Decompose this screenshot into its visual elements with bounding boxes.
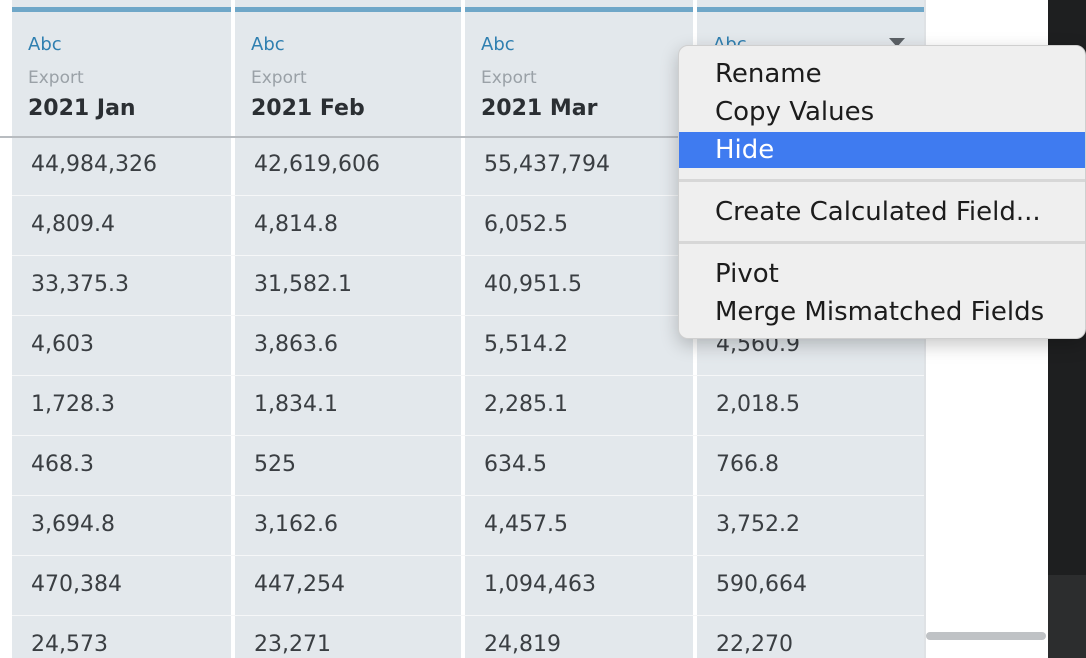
table-cell[interactable]: 3,162.6 <box>254 512 338 537</box>
column-header[interactable]: Abc Export 2021 Mar <box>465 12 693 136</box>
table-cell[interactable]: 4,457.5 <box>484 512 568 537</box>
row-divider <box>12 375 924 376</box>
side-panel-edge-lower <box>1048 575 1086 658</box>
table-cell[interactable]: 55,437,794 <box>484 152 610 177</box>
table-cell[interactable]: 468.3 <box>31 452 94 477</box>
horizontal-scrollbar[interactable] <box>926 632 1046 640</box>
column-top-bar <box>235 7 461 12</box>
row-divider <box>12 195 924 196</box>
table-cell[interactable]: 1,094,463 <box>484 572 596 597</box>
table-cell[interactable]: 33,375.3 <box>31 272 129 297</box>
source-label: Export <box>481 68 537 88</box>
table-cell[interactable]: 44,984,326 <box>31 152 157 177</box>
field-name: 2021 Feb <box>251 96 365 121</box>
table-cell[interactable]: 40,951.5 <box>484 272 582 297</box>
table-cell[interactable]: 470,384 <box>31 572 122 597</box>
table-cell[interactable]: 766.8 <box>716 452 779 477</box>
table-cell[interactable]: 6,052.5 <box>484 212 568 237</box>
menu-item-create-calculated-field[interactable]: Create Calculated Field... <box>715 197 1041 227</box>
table-cell[interactable]: 525 <box>254 452 296 477</box>
table-cell[interactable]: 3,863.6 <box>254 332 338 357</box>
table-cell[interactable]: 4,603 <box>31 332 94 357</box>
table-cell[interactable]: 3,752.2 <box>716 512 800 537</box>
menu-item-rename[interactable]: Rename <box>715 59 822 89</box>
table-cell[interactable]: 31,582.1 <box>254 272 352 297</box>
table-cell[interactable]: 5,514.2 <box>484 332 568 357</box>
column-context-menu: Rename Copy Values Hide Create Calculate… <box>678 45 1086 339</box>
data-type-label[interactable]: Abc <box>28 34 62 55</box>
row-divider <box>12 435 924 436</box>
table-cell[interactable]: 2,018.5 <box>716 392 800 417</box>
column-top-bar <box>465 7 693 12</box>
column-2021-jan: Abc Export 2021 Jan <box>12 0 231 658</box>
menu-separator <box>679 241 1085 244</box>
source-label: Export <box>251 68 307 88</box>
field-name: 2021 Jan <box>28 96 136 121</box>
menu-item-hide[interactable]: Hide <box>679 132 1085 168</box>
table-cell[interactable]: 42,619,606 <box>254 152 380 177</box>
table-cell[interactable]: 24,573 <box>31 632 108 657</box>
row-divider <box>12 555 924 556</box>
row-divider <box>12 615 924 616</box>
menu-item-pivot[interactable]: Pivot <box>715 259 779 289</box>
table-cell[interactable]: 634.5 <box>484 452 547 477</box>
row-divider <box>12 315 924 316</box>
data-type-label[interactable]: Abc <box>251 34 285 55</box>
field-name: 2021 Mar <box>481 96 598 121</box>
column-2021-feb: Abc Export 2021 Feb <box>235 0 461 658</box>
table-cell[interactable]: 22,270 <box>716 632 793 657</box>
table-cell[interactable]: 4,814.8 <box>254 212 338 237</box>
column-header[interactable]: Abc Export 2021 Jan <box>12 12 231 136</box>
table-cell[interactable]: 2,285.1 <box>484 392 568 417</box>
table-cell[interactable]: 1,834.1 <box>254 392 338 417</box>
chevron-down-icon[interactable] <box>889 38 905 47</box>
table-cell[interactable]: 4,809.4 <box>31 212 115 237</box>
source-label: Export <box>28 68 84 88</box>
header-divider <box>0 136 924 138</box>
column-top-bar <box>12 7 231 12</box>
row-divider <box>12 495 924 496</box>
table-cell[interactable]: 24,819 <box>484 632 561 657</box>
table-cell[interactable]: 3,694.8 <box>31 512 115 537</box>
table-cell[interactable]: 447,254 <box>254 572 345 597</box>
menu-separator <box>679 179 1085 182</box>
table-cell[interactable]: 1,728.3 <box>31 392 115 417</box>
column-2021-mar: Abc Export 2021 Mar <box>465 0 693 658</box>
column-top-bar <box>697 7 924 12</box>
column-header[interactable]: Abc Export 2021 Feb <box>235 12 461 136</box>
table-cell[interactable]: 590,664 <box>716 572 807 597</box>
table-cell[interactable]: 23,271 <box>254 632 331 657</box>
menu-item-copy-values[interactable]: Copy Values <box>715 97 875 127</box>
row-divider <box>12 255 924 256</box>
menu-item-merge-mismatched-fields[interactable]: Merge Mismatched Fields <box>715 297 1045 327</box>
data-type-label[interactable]: Abc <box>481 34 515 55</box>
